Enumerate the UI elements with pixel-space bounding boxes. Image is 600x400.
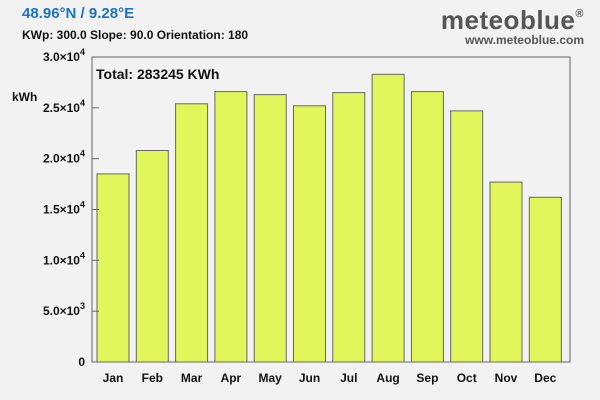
x-tick-label: Nov [495, 371, 518, 385]
x-tick-label: Sep [416, 371, 438, 385]
bar-mar [175, 103, 209, 363]
bar-jul [332, 92, 366, 363]
brand-url-link[interactable]: www.meteoblue.com [465, 33, 584, 47]
x-tick-label: Mar [181, 371, 203, 385]
y-tick-label: 1.0×104 [43, 250, 85, 267]
bar-oct [450, 110, 484, 363]
y-tick-label: 5.0×103 [43, 301, 85, 318]
bar-aug [371, 73, 405, 363]
x-tick-label: Feb [142, 371, 163, 385]
y-tick-label: 2.5×104 [43, 98, 85, 115]
trademark-symbol: ® [575, 8, 584, 20]
x-tick-label: Dec [534, 371, 556, 385]
y-tick-label: 3.0×104 [43, 47, 85, 64]
bar-dec [528, 196, 562, 363]
bars-group [96, 73, 562, 363]
x-tick-label: May [259, 371, 283, 385]
bar-nov [489, 181, 523, 363]
y-axis-label: kWh [12, 90, 37, 104]
bar-jan [96, 173, 130, 363]
x-tick-label: Jan [103, 371, 124, 385]
x-tick-label: Oct [457, 371, 477, 385]
x-tick-label: Aug [376, 371, 399, 385]
brand-name: meteoblue [440, 5, 576, 35]
bar-jun [293, 105, 326, 363]
bar-feb [135, 150, 169, 363]
bar-apr [214, 91, 248, 363]
y-tick-label: 2.0×104 [43, 149, 85, 166]
location-coordinates: 48.96°N / 9.28°E [22, 5, 135, 22]
y-axis-ticks: 0 5.0×103 1.0×104 1.5×104 2.0×104 2.5×104 3.0×… [43, 47, 99, 369]
bar-may [253, 94, 287, 363]
x-axis-ticks: Jan Feb Mar Apr May Jun Jul Aug Sep Oct Nov Dec [103, 371, 557, 385]
x-tick-label: Jul [340, 371, 357, 385]
pv-system-parameters: KWp: 300.0 Slope: 90.0 Orientation: 180 [22, 28, 249, 42]
x-tick-label: Jun [299, 371, 320, 385]
y-tick-label: 1.5×104 [43, 200, 85, 217]
total-annotation: Total: 283245 KWh [96, 66, 219, 82]
meteoblue-logo[interactable]: meteoblue® [441, 5, 584, 36]
bar-sep [410, 91, 444, 363]
y-tick-label: 0 [78, 355, 85, 369]
x-tick-label: Apr [221, 371, 242, 385]
